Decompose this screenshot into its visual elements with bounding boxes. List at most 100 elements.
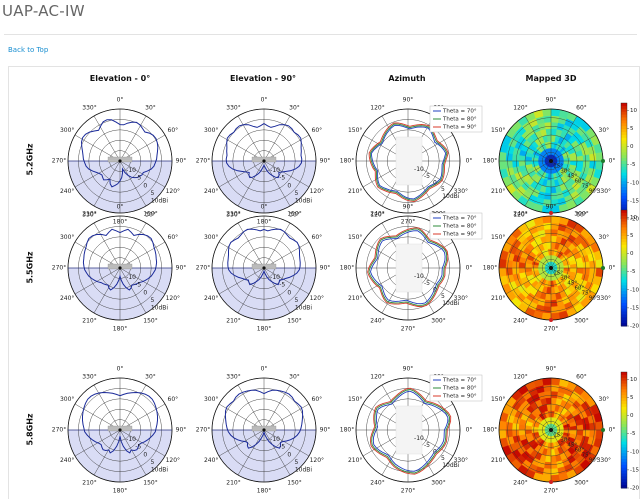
grid-spoke: [93, 222, 121, 269]
angle-label: 180°: [257, 488, 271, 495]
marker-green: [601, 428, 605, 432]
angle-label: 30°: [145, 374, 156, 381]
grid-spoke: [218, 429, 265, 457]
angle-label: 180°: [340, 265, 354, 272]
grid-spoke: [263, 267, 310, 295]
colorbar-step: [621, 467, 627, 472]
colorbar-step: [621, 247, 627, 252]
legend-entry: Theta = 90°: [442, 232, 477, 238]
angle-label: 270°: [401, 488, 415, 495]
heatmap-cell: [511, 422, 520, 431]
colorbar-step: [621, 435, 627, 440]
colorbar-step: [621, 265, 627, 269]
radial-tick-label: -5: [135, 444, 141, 451]
colorbar-step: [621, 464, 627, 469]
colorbar-step: [621, 146, 627, 150]
center-dot: [549, 159, 553, 163]
angle-label: 240°: [513, 317, 527, 324]
center-dot: [118, 428, 122, 432]
heatmap-cell: [542, 306, 552, 314]
angle-label: 150°: [143, 317, 157, 324]
angle-label: 330°: [597, 457, 611, 464]
grid-spoke: [93, 429, 121, 476]
angle-label: 240°: [370, 210, 384, 217]
colorbar-tick-label: -5: [630, 162, 636, 168]
colorbar-step: [621, 250, 627, 254]
angle-label: 300°: [574, 210, 588, 217]
colorbar-step: [621, 418, 627, 422]
colorbar-step: [621, 447, 627, 451]
grid-spoke: [263, 134, 310, 162]
angle-label: 90°: [320, 158, 331, 165]
grid-spoke: [550, 267, 578, 314]
heatmap-cell: [518, 262, 526, 269]
grid-spoke: [263, 115, 291, 162]
radial-tick-label: -10: [270, 274, 280, 281]
angle-label: 30°: [145, 212, 156, 219]
gain-pattern-line: [227, 228, 301, 286]
radial-tick-label: 5: [441, 186, 445, 193]
colorbar-tick-label: -20: [630, 324, 639, 330]
grid-spoke: [263, 429, 310, 457]
colorbar-step: [621, 412, 627, 416]
grid-spoke: [119, 160, 147, 207]
grid-spoke: [550, 267, 597, 295]
angle-label: 0°: [609, 427, 616, 434]
colorbar-step: [621, 241, 627, 246]
radial-tick-label: -5: [424, 442, 430, 449]
grid-spoke: [263, 160, 310, 188]
grid-spoke: [93, 160, 121, 207]
grid-spoke: [550, 241, 597, 269]
radial-tick-label: -10: [414, 435, 424, 442]
back-to-top-link[interactable]: Back to Top: [8, 46, 49, 54]
heatmap-cell: [511, 153, 520, 162]
angle-label: 60°: [312, 396, 323, 403]
heatmap-cell: [589, 429, 597, 439]
colorbar-step: [621, 273, 627, 278]
colorbar-step: [621, 374, 627, 379]
grid-spoke: [263, 241, 310, 269]
heatmap-cell: [589, 259, 597, 269]
angle-label: 330°: [82, 212, 96, 219]
heatmap-cell: [518, 424, 526, 431]
heatmap-cell: [505, 152, 513, 162]
center-dot: [262, 159, 266, 163]
colorbar-tick-label: -10: [630, 287, 639, 293]
angle-label: 30°: [599, 127, 610, 134]
center-dot: [549, 428, 553, 432]
angle-label: 300°: [204, 127, 218, 134]
marker-green: [601, 159, 605, 163]
theta-label: 75°: [582, 452, 592, 458]
angle-label: 240°: [60, 457, 74, 464]
grid-spoke: [550, 429, 597, 457]
colorbar-step: [621, 291, 627, 295]
colorbar-step: [621, 380, 627, 385]
colorbar-step: [621, 401, 627, 405]
theta-label: 45°: [567, 280, 577, 286]
angle-label: 90°: [546, 204, 557, 211]
angle-label: 150°: [491, 127, 505, 134]
angle-label: 270°: [52, 427, 66, 434]
heatmap-cell: [550, 306, 560, 314]
legend-entry: Theta = 80°: [442, 117, 477, 123]
colorbar-step: [621, 198, 627, 203]
angle-label: 90°: [403, 97, 414, 104]
theta-label: 75°: [582, 183, 592, 189]
colorbar-step: [621, 155, 627, 159]
column-header-mapped-3d: Mapped 3D: [525, 74, 577, 83]
colorbar-step: [621, 187, 627, 191]
angle-label: 60°: [312, 127, 323, 134]
radial-tick-label: -10: [270, 436, 280, 443]
colorbar-step: [621, 172, 627, 176]
colorbar-tick-label: 0: [630, 413, 634, 419]
marker-green: [601, 266, 605, 270]
radial-tick-label: 5: [441, 455, 445, 462]
colorbar-step: [621, 430, 627, 434]
colorbar-step: [621, 421, 627, 425]
grid-spoke: [550, 429, 578, 476]
angle-label: 0°: [261, 366, 268, 373]
heatmap-cell: [582, 429, 591, 438]
azimuth-plot-2: 90°60°30°0°330°300°270°240°210°180°150°1…: [340, 366, 483, 495]
colorbar-tick-label: 10: [630, 377, 637, 383]
colorbar-step: [621, 195, 627, 200]
